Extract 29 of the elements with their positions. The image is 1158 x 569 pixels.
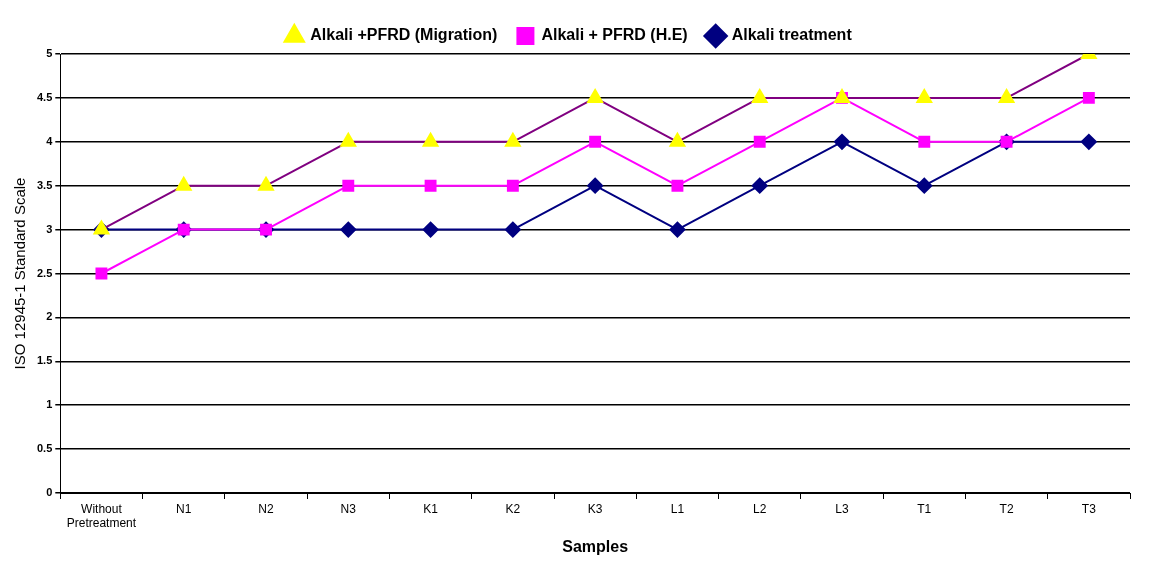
x-tick-label: K2 xyxy=(505,501,521,516)
y-tick-label: 3 xyxy=(46,222,53,235)
y-axis-title: ISO 12945-1 Standard Scale xyxy=(11,177,29,370)
y-tick-label: 0 xyxy=(46,486,53,499)
x-tick-label: T2 xyxy=(999,501,1014,516)
x-tick-label: L2 xyxy=(753,501,767,516)
x-tick-label: T3 xyxy=(1081,501,1097,516)
x-axis-title: Samples xyxy=(562,537,629,555)
x-tick-label: K3 xyxy=(587,501,603,516)
y-tick-label: 0.5 xyxy=(36,442,53,455)
y-tick-label: 5 xyxy=(46,47,53,60)
x-tick-label: L3 xyxy=(835,501,849,516)
x-tick-label: N1 xyxy=(176,501,192,516)
legend-label: Alkali treatment xyxy=(731,26,853,44)
y-tick-label: 2.5 xyxy=(36,266,53,279)
x-tick-label: N2 xyxy=(258,501,274,516)
legend-label: Alkali + PFRD (H.E) xyxy=(541,26,688,44)
y-tick-label: 2 xyxy=(46,310,53,323)
x-tick-label: L1 xyxy=(670,501,685,516)
y-tick-label: 3.5 xyxy=(36,178,53,191)
x-tick-label: N3 xyxy=(340,501,357,516)
y-tick-label: 4 xyxy=(46,134,54,147)
y-tick-label: 1.5 xyxy=(36,354,53,367)
x-tick-label: K1 xyxy=(423,501,439,516)
x-tick-label: T1 xyxy=(917,501,932,516)
legend-label: Alkali +PFRD (Migration) xyxy=(310,26,498,44)
x-tick-label: Without Pretreatment xyxy=(66,501,137,530)
y-tick-label: 1 xyxy=(46,398,53,411)
y-tick-label: 4.5 xyxy=(36,90,53,103)
